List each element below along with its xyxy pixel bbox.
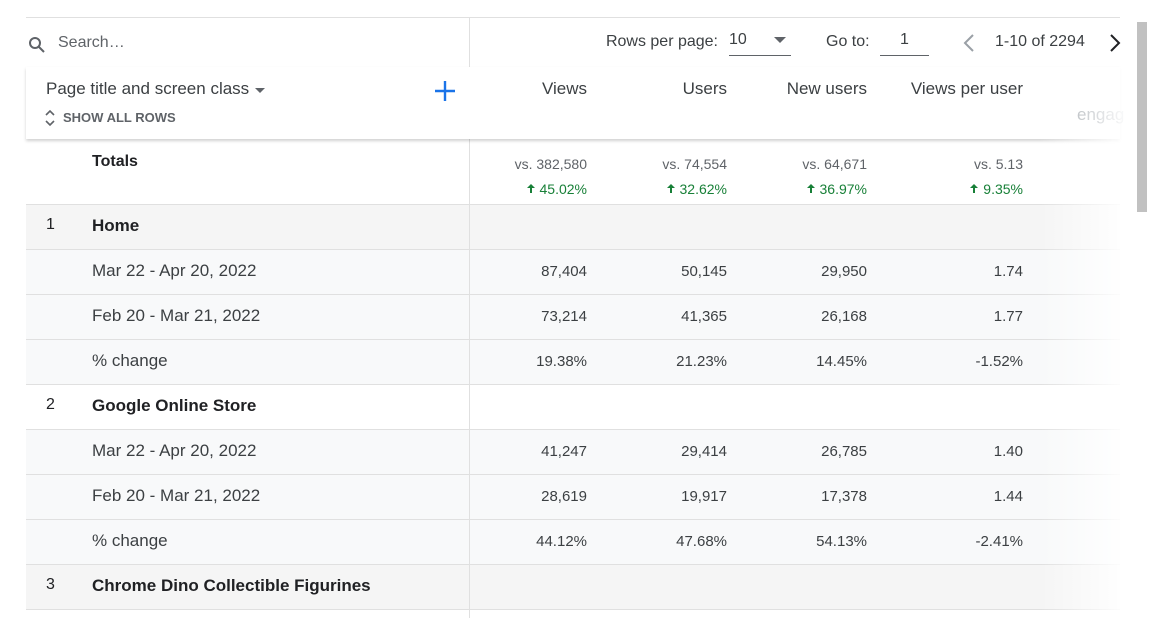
totals-change-value: 32.62% [679, 181, 727, 197]
totals-comparison: vs. 382,580 [514, 156, 587, 172]
group-row [26, 565, 1120, 609]
group-title: Chrome Dino Collectible Figurines [92, 576, 371, 595]
group-row [26, 205, 1120, 249]
cell-value: 87,404 [541, 263, 587, 280]
expand-icon [45, 109, 55, 127]
totals-change: 36.97% [727, 181, 867, 197]
cell-value: 50,145 [681, 263, 727, 280]
group-title: Google Online Store [92, 396, 257, 415]
cell-value: 41,365 [681, 308, 727, 325]
row-border [26, 474, 1120, 475]
header-row [26, 67, 1120, 139]
sub-row [26, 340, 1120, 384]
totals-label: Totals [92, 153, 138, 170]
cell-value: 1.74 [993, 263, 1023, 280]
column-header: New users [786, 79, 867, 98]
row-label: % change [92, 351, 168, 370]
rows-per-page-select[interactable]: 10 [729, 31, 791, 56]
fade-overlay [1040, 67, 1130, 618]
cell-value: 41,247 [541, 443, 587, 460]
column-header: Views [541, 79, 587, 98]
up-arrow [526, 184, 535, 193]
sub-row [26, 520, 1120, 564]
totals-change-value: 9.35% [983, 181, 1023, 197]
row-border [26, 294, 1120, 295]
row-border [26, 564, 1120, 565]
cell-value: 54.13% [816, 533, 867, 550]
totals-comparison: vs. 5.13 [973, 156, 1023, 172]
row-label: Feb 20 - Mar 21, 2022 [92, 306, 261, 325]
cell-value: 19,917 [681, 488, 727, 505]
cell-value: 1.44 [993, 488, 1023, 505]
cell-value: -1.52% [975, 353, 1023, 370]
dimension-header-text: Page title and screen class [46, 79, 250, 98]
row-border [26, 609, 1120, 610]
row-border [26, 249, 1120, 250]
totals-comparison: vs. 74,554 [662, 156, 727, 172]
cell-value: 44.12% [536, 533, 587, 550]
cell-value: 29,414 [681, 443, 727, 460]
cell-value: 47.68% [676, 533, 727, 550]
cell-value: 1.40 [993, 443, 1023, 460]
row-border [26, 384, 1120, 385]
cell-value: 29,950 [821, 263, 867, 280]
up-arrow [970, 184, 979, 193]
cell-value: 14.45% [816, 353, 867, 370]
totals-change: 32.62% [587, 181, 727, 197]
search-icon [29, 37, 45, 53]
totals-change: 45.02% [447, 181, 587, 197]
row-border [26, 429, 1120, 430]
rows-per-page-label: Rows per page: [605, 33, 718, 50]
column-divider [469, 17, 470, 618]
sub-row [26, 475, 1120, 519]
cell-value: 73,214 [541, 308, 587, 325]
cell-value: 28,619 [541, 488, 587, 505]
row-label: Mar 22 - Apr 20, 2022 [92, 441, 257, 460]
totals-change-value: 36.97% [819, 181, 867, 197]
row-index: 2 [46, 396, 55, 413]
cell-value: 26,168 [821, 308, 867, 325]
goto-input[interactable]: 1 [880, 31, 929, 56]
sub-row [26, 250, 1120, 294]
top-border [26, 17, 1120, 18]
cell-value: 1.77 [993, 308, 1023, 325]
cell-value: 26,785 [821, 443, 867, 460]
up-arrow [666, 184, 675, 193]
row-label: Feb 20 - Mar 21, 2022 [92, 486, 261, 505]
row-border [26, 339, 1120, 340]
search-input[interactable]: Search… [58, 34, 125, 51]
sort-caret [254, 88, 265, 93]
sub-row [26, 430, 1120, 474]
rows-per-page-value: 10 [729, 31, 747, 48]
prev-page-button[interactable] [962, 33, 976, 53]
cell-value: -2.41% [975, 533, 1023, 550]
row-label: Mar 22 - Apr 20, 2022 [92, 261, 257, 280]
totals-change: 9.35% [883, 181, 1023, 197]
dropdown-arrow [774, 37, 786, 43]
totals-comparison: vs. 64,671 [802, 156, 867, 172]
row-label: % change [92, 531, 168, 550]
dimension-header[interactable]: Page title and screen class [46, 79, 266, 99]
cell-value: 19.38% [536, 353, 587, 370]
scrollbar-thumb[interactable] [1137, 22, 1147, 212]
up-arrow [806, 184, 815, 193]
column-header: Views per user [910, 79, 1023, 98]
group-row [26, 385, 1120, 429]
group-title: Home [92, 216, 140, 235]
row-border [26, 204, 1120, 205]
sub-row [26, 295, 1120, 339]
add-dimension-button[interactable] [433, 79, 457, 103]
cell-value: 21.23% [676, 353, 727, 370]
next-page-button[interactable] [1108, 33, 1122, 53]
row-index: 1 [46, 216, 55, 233]
show-all-rows-button[interactable]: SHOW ALL ROWS [63, 110, 176, 125]
cell-value: 17,378 [821, 488, 867, 505]
goto-label: Go to: [826, 33, 870, 50]
page-range: 1-10 of 2294 [995, 33, 1085, 50]
row-border [26, 519, 1120, 520]
totals-change-value: 45.02% [539, 181, 587, 197]
row-index: 3 [46, 576, 55, 593]
column-header: Users [682, 79, 727, 98]
